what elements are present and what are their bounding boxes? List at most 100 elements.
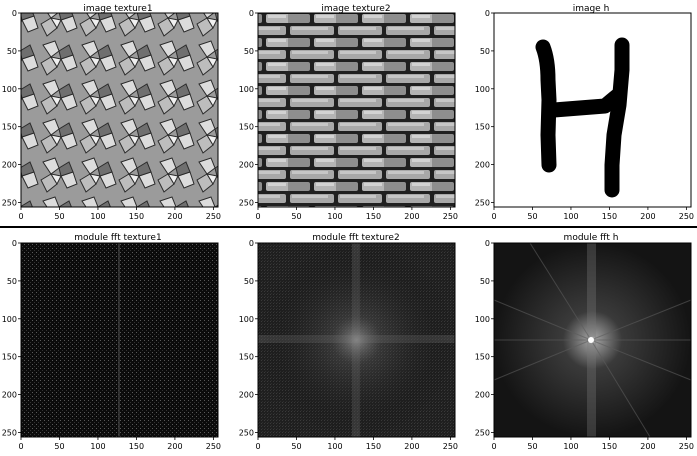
x-tick-label: 50 <box>54 442 64 451</box>
y-tick-label: 250 <box>2 428 17 437</box>
y-tick-label: 250 <box>239 198 254 207</box>
letter-h-strokes <box>535 37 630 198</box>
panel-title: module fft texture1 <box>74 233 161 243</box>
y-tick-label: 100 <box>475 315 490 324</box>
x-tick-label: 200 <box>404 442 419 451</box>
y-tick-label: 100 <box>475 85 490 94</box>
image-texture2 <box>258 13 455 207</box>
x-tick-label: 0 <box>18 442 23 451</box>
y-tick-label: 0 <box>485 9 490 18</box>
x-tick-label: 0 <box>255 212 260 221</box>
panel-title: module fft texture2 <box>312 233 399 243</box>
x-tick-label: 150 <box>366 212 381 221</box>
axes-frame <box>257 242 456 438</box>
panel-image-texture2: image texture2 0 50 100 150 200 2500501001502… <box>239 4 458 221</box>
panel-fft-texture1: module fft texture1 0 50 100 150 200 25005010… <box>2 233 221 451</box>
y-tick-label: 250 <box>475 198 490 207</box>
y-tick-label: 100 <box>239 315 254 324</box>
panel-fft-texture2: module fft texture2 0 50 100 150 200 25005010… <box>239 233 458 451</box>
panel-image-texture1: image texture1 0 50 100 150 200 2500501001502… <box>2 4 221 221</box>
x-tick-label: 100 <box>90 212 105 221</box>
x-tick-label: 100 <box>327 212 342 221</box>
y-tick-label: 50 <box>244 47 254 56</box>
x-tick-label: 250 <box>443 442 458 451</box>
x-tick-label: 250 <box>206 442 221 451</box>
axes-frame <box>20 12 219 208</box>
x-tick-label: 250 <box>679 442 694 451</box>
panel-title: image texture1 <box>83 4 152 14</box>
panel-title: image texture2 <box>321 4 390 14</box>
y-tick-label: 100 <box>239 85 254 94</box>
y-tick-label: 50 <box>7 47 17 56</box>
panel-title: image h <box>573 4 610 14</box>
x-tick-label: 200 <box>404 212 419 221</box>
image-texture1 <box>21 13 218 207</box>
x-tick-label: 0 <box>491 212 496 221</box>
x-tick-label: 150 <box>602 442 617 451</box>
x-tick-label: 50 <box>527 442 537 451</box>
y-tick-label: 200 <box>2 161 17 170</box>
y-tick-label: 150 <box>475 123 490 132</box>
y-tick-label: 50 <box>7 277 17 286</box>
x-tick-label: 100 <box>90 442 105 451</box>
y-tick-label: 0 <box>249 9 254 18</box>
x-tick-label: 0 <box>255 442 260 451</box>
x-tick-label: 100 <box>563 212 578 221</box>
row-divider <box>0 226 697 228</box>
x-tick-label: 250 <box>206 212 221 221</box>
x-tick-label: 200 <box>640 212 655 221</box>
axes-frame <box>20 242 219 438</box>
x-tick-label: 0 <box>18 212 23 221</box>
fft-h-radial-streaks <box>493 242 692 438</box>
x-tick-label: 50 <box>54 212 64 221</box>
x-tick-label: 200 <box>167 442 182 451</box>
y-tick-label: 150 <box>2 353 17 362</box>
x-tick-label: 250 <box>443 212 458 221</box>
y-tick-label: 0 <box>12 239 17 248</box>
y-tick-label: 50 <box>480 47 490 56</box>
y-tick-label: 0 <box>12 9 17 18</box>
y-tick-label: 100 <box>2 315 17 324</box>
y-tick-label: 100 <box>2 85 17 94</box>
x-tick-label: 100 <box>327 442 342 451</box>
y-tick-label: 200 <box>475 391 490 400</box>
x-tick-label: 200 <box>167 212 182 221</box>
axes-frame <box>493 242 692 438</box>
fft-texture1-center-line <box>118 243 120 437</box>
axes-frame <box>493 12 692 208</box>
y-tick-label: 200 <box>475 161 490 170</box>
y-tick-label: 200 <box>2 391 17 400</box>
y-tick-label: 150 <box>239 123 254 132</box>
x-tick-label: 150 <box>129 442 144 451</box>
x-tick-label: 250 <box>679 212 694 221</box>
x-tick-label: 100 <box>563 442 578 451</box>
panel-fft-h: module fft h 0 50 100 150 200 250050100150200… <box>475 233 694 451</box>
x-tick-label: 50 <box>291 212 301 221</box>
y-tick-label: 0 <box>485 239 490 248</box>
axes-frame <box>257 12 456 208</box>
y-tick-label: 250 <box>2 198 17 207</box>
y-tick-label: 50 <box>480 277 490 286</box>
x-tick-label: 50 <box>291 442 301 451</box>
y-tick-label: 250 <box>239 428 254 437</box>
x-tick-label: 0 <box>491 442 496 451</box>
y-tick-label: 200 <box>239 161 254 170</box>
y-tick-label: 200 <box>239 391 254 400</box>
fft-h-center-peak <box>588 337 594 343</box>
x-tick-label: 150 <box>366 442 381 451</box>
x-tick-label: 50 <box>527 212 537 221</box>
y-tick-label: 150 <box>239 353 254 362</box>
y-tick-label: 50 <box>244 277 254 286</box>
y-tick-label: 150 <box>475 353 490 362</box>
y-tick-label: 250 <box>475 428 490 437</box>
x-tick-label: 150 <box>602 212 617 221</box>
panel-title: module fft h <box>564 233 619 243</box>
y-tick-label: 0 <box>249 239 254 248</box>
